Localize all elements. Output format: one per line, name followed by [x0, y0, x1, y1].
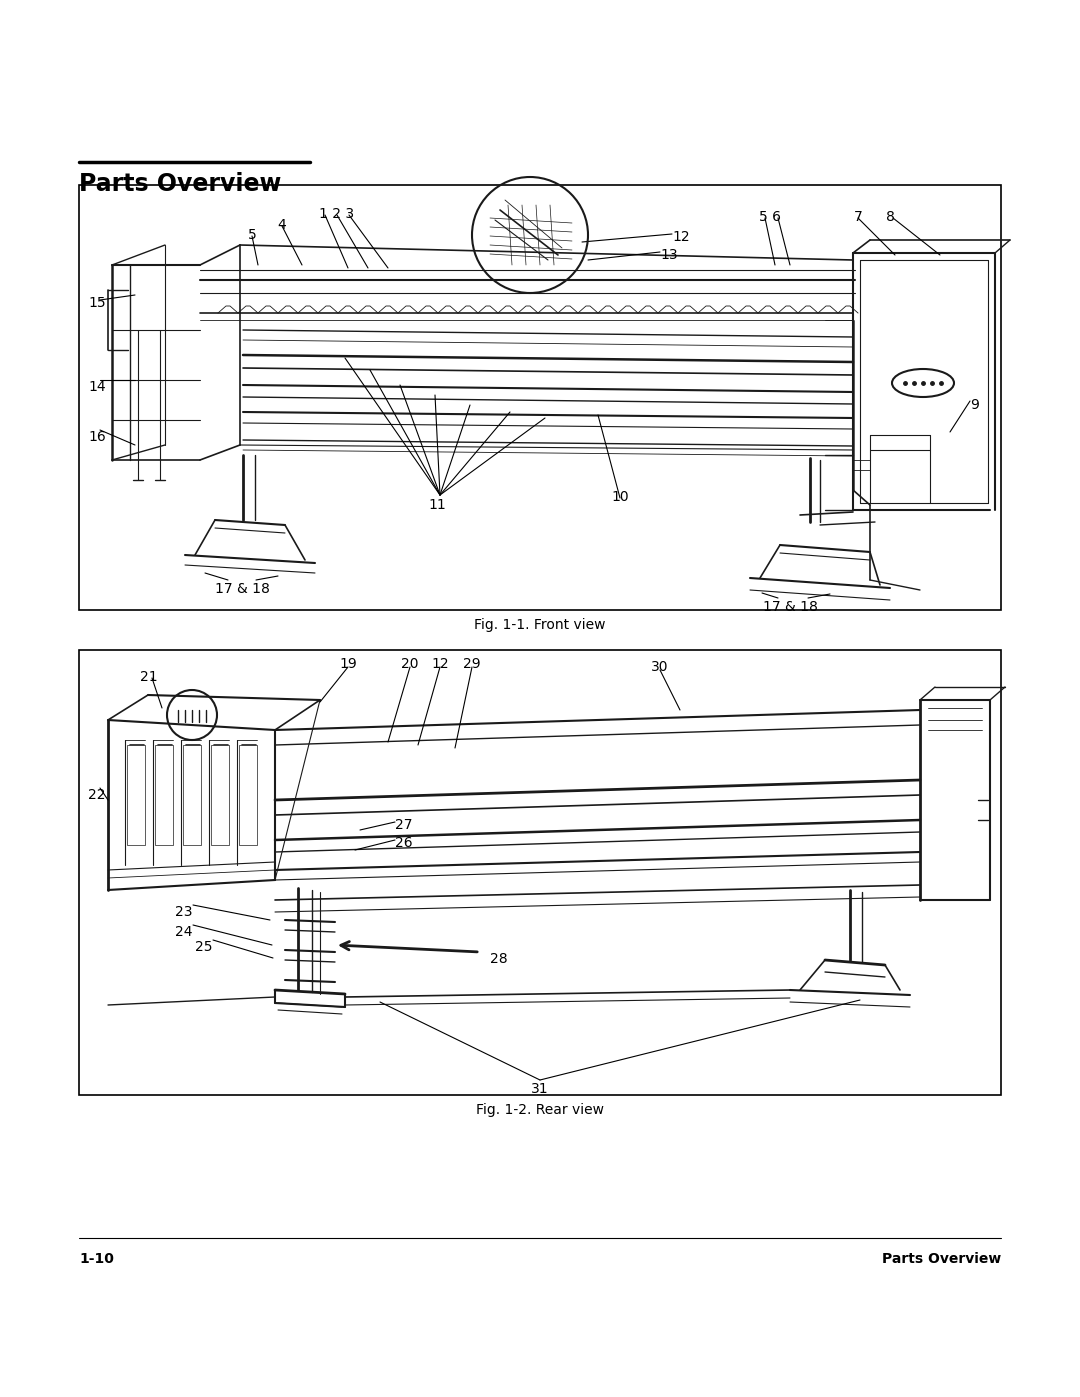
Bar [183, 745, 201, 845]
Text: 29: 29 [463, 657, 481, 671]
Text: Fig. 1-1. Front view: Fig. 1-1. Front view [474, 617, 606, 631]
Bar [928, 740, 958, 760]
Text: 19: 19 [339, 657, 356, 671]
Text: 30: 30 [651, 659, 669, 673]
Text: 24: 24 [175, 925, 192, 939]
Text: 25: 25 [195, 940, 213, 954]
Bar [156, 745, 173, 845]
Text: 26: 26 [395, 835, 413, 849]
Text: 17 & 18: 17 & 18 [215, 583, 269, 597]
Text: 21: 21 [140, 671, 158, 685]
Text: 14: 14 [87, 380, 106, 394]
Bar [127, 745, 145, 845]
Text: 20: 20 [402, 657, 419, 671]
Bar [130, 875, 148, 887]
Text: 31: 31 [531, 1083, 549, 1097]
Bar [165, 875, 183, 887]
Text: 10: 10 [611, 490, 629, 504]
Text: 15: 15 [87, 296, 106, 310]
Bar [239, 745, 257, 845]
Text: 5 6: 5 6 [759, 210, 781, 224]
Text: 4: 4 [278, 218, 286, 232]
Text: 12: 12 [672, 231, 690, 244]
Text: 17 & 18: 17 & 18 [762, 599, 818, 615]
Text: 5: 5 [247, 228, 256, 242]
Text: 16: 16 [87, 430, 106, 444]
Text: Parts Overview: Parts Overview [881, 1252, 1001, 1266]
Text: 8: 8 [886, 210, 894, 224]
Text: Fig. 1-2. Rear view: Fig. 1-2. Rear view [476, 1104, 604, 1118]
Bar [79, 650, 1001, 1095]
Text: 7: 7 [853, 210, 862, 224]
Text: 9: 9 [970, 398, 978, 412]
Text: Parts Overview: Parts Overview [79, 172, 282, 196]
Bar [200, 875, 218, 887]
Bar [235, 875, 253, 887]
Bar [79, 184, 1001, 610]
Text: 13: 13 [660, 249, 677, 263]
Text: 1-10: 1-10 [79, 1252, 113, 1266]
Text: 27: 27 [395, 819, 413, 833]
Text: 28: 28 [490, 951, 508, 965]
Text: 11: 11 [428, 497, 446, 511]
Text: 22: 22 [87, 788, 106, 802]
Text: 23: 23 [175, 905, 192, 919]
Bar [211, 745, 229, 845]
Text: 12: 12 [431, 657, 449, 671]
Text: 1 2 3: 1 2 3 [320, 207, 354, 221]
